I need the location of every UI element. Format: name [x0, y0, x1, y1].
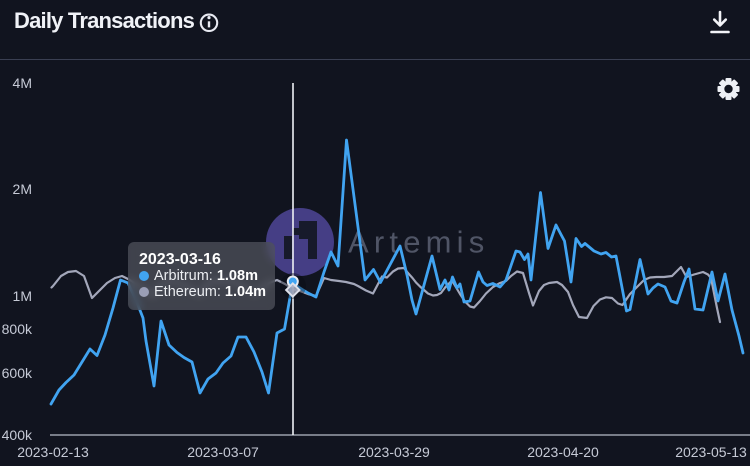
svg-text:600k: 600k [2, 365, 33, 381]
svg-text:2023-04-20: 2023-04-20 [527, 444, 599, 460]
svg-text:2023-03-07: 2023-03-07 [187, 444, 259, 460]
svg-text:1M: 1M [13, 288, 32, 304]
svg-text:2M: 2M [13, 181, 32, 197]
svg-text:Artemis: Artemis [348, 225, 489, 260]
svg-text:2023-02-13: 2023-02-13 [17, 444, 89, 460]
svg-text:400k: 400k [2, 427, 33, 443]
svg-text:800k: 800k [2, 321, 33, 337]
svg-text:4M: 4M [13, 75, 32, 91]
svg-text:2023-05-13: 2023-05-13 [675, 444, 747, 460]
svg-text:2023-03-29: 2023-03-29 [358, 444, 430, 460]
